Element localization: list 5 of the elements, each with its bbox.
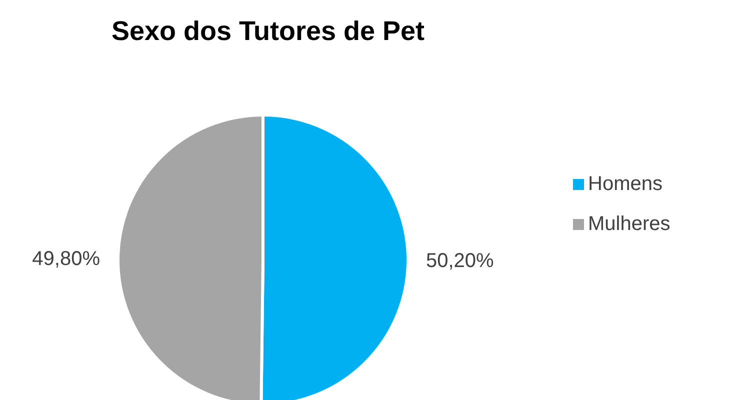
legend-label: Homens (588, 173, 662, 195)
legend-label: Mulheres (588, 213, 670, 235)
data-label: 49,80% (32, 248, 100, 270)
chart-title: Sexo dos Tutores de Pet (110, 16, 426, 47)
data-label: 50,20% (426, 250, 494, 272)
